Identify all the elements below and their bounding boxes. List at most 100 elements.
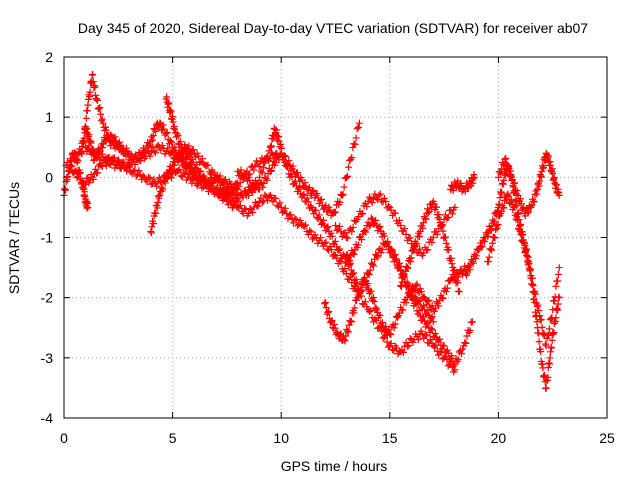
- series-track-10: [212, 185, 459, 376]
- data-point: [449, 187, 457, 195]
- data-point: [336, 198, 344, 206]
- data-point: [448, 260, 456, 268]
- data-point: [366, 221, 374, 229]
- data-point: [63, 158, 71, 166]
- data-point: [507, 172, 515, 180]
- data-point: [428, 326, 436, 334]
- data-point: [224, 184, 232, 192]
- data-point: [350, 140, 358, 148]
- data-point: [532, 187, 540, 195]
- data-point: [402, 299, 410, 307]
- data-point: [462, 339, 470, 347]
- data-point: [507, 195, 515, 203]
- data-point: [255, 185, 263, 193]
- data-point: [99, 144, 107, 152]
- data-point: [383, 338, 391, 346]
- data-point: [328, 232, 336, 240]
- data-point: [368, 199, 376, 207]
- data-point: [548, 314, 556, 322]
- data-point: [350, 269, 358, 277]
- data-point: [171, 143, 179, 151]
- data-point: [555, 264, 563, 272]
- data-point: [209, 180, 217, 188]
- data-point: [525, 260, 533, 268]
- data-point: [264, 154, 272, 162]
- data-point: [393, 344, 401, 352]
- data-point: [296, 183, 304, 191]
- data-point: [327, 246, 335, 254]
- data-point: [312, 206, 320, 214]
- data-point: [445, 246, 453, 254]
- data-point: [497, 170, 505, 178]
- data-point: [526, 266, 534, 274]
- data-point: [284, 214, 292, 222]
- data-point: [491, 234, 499, 242]
- data-point: [471, 173, 479, 181]
- data-point: [171, 125, 179, 133]
- data-point: [217, 179, 225, 187]
- data-point: [387, 330, 395, 338]
- data-point: [421, 331, 429, 339]
- data-point: [389, 346, 397, 354]
- data-point: [340, 336, 348, 344]
- data-point: [272, 194, 280, 202]
- data-point: [304, 185, 312, 193]
- data-point: [367, 307, 375, 315]
- data-point: [541, 340, 549, 348]
- data-point: [332, 208, 339, 216]
- y-tick-label: 1: [45, 109, 53, 125]
- data-point: [394, 261, 402, 269]
- series-track-8: [234, 119, 363, 219]
- data-point: [416, 312, 424, 320]
- data-point: [176, 166, 184, 174]
- y-axis-label: SDTVAR / TECUs: [6, 182, 22, 294]
- data-point: [255, 163, 263, 171]
- data-point: [542, 384, 550, 392]
- data-point: [185, 151, 193, 159]
- data-point: [440, 234, 448, 242]
- data-point: [432, 298, 440, 306]
- data-point: [537, 316, 545, 324]
- data-point: [137, 157, 145, 165]
- data-point: [548, 344, 556, 352]
- data-point: [428, 238, 436, 246]
- data-point: [216, 186, 224, 194]
- data-point: [523, 252, 531, 260]
- y-tick-label: 2: [45, 49, 53, 65]
- data-point: [428, 313, 436, 321]
- data-point: [438, 221, 446, 229]
- data-point: [139, 172, 147, 180]
- data-point: [399, 348, 407, 356]
- data-point: [98, 115, 106, 123]
- data-point: [551, 293, 559, 301]
- data-point: [443, 215, 451, 223]
- data-point: [367, 287, 375, 295]
- data-point: [192, 161, 200, 169]
- data-point: [332, 221, 339, 229]
- data-point: [280, 152, 288, 160]
- data-point: [422, 332, 430, 340]
- data-point: [148, 133, 156, 141]
- data-point: [170, 161, 178, 169]
- data-point: [325, 203, 333, 211]
- data-point: [403, 342, 411, 350]
- data-point: [276, 199, 284, 207]
- data-point: [300, 190, 308, 198]
- data-point: [485, 253, 493, 261]
- data-point: [123, 147, 131, 155]
- y-tick-label: -4: [41, 410, 54, 426]
- series-track-12: [332, 190, 459, 260]
- data-point: [330, 320, 338, 328]
- data-point: [499, 160, 507, 168]
- data-point: [461, 339, 469, 347]
- data-point: [138, 151, 146, 159]
- data-point: [239, 174, 247, 182]
- data-point: [228, 185, 236, 193]
- data-point: [337, 257, 345, 265]
- data-point: [454, 273, 462, 281]
- data-point: [409, 247, 417, 255]
- data-point: [306, 227, 314, 235]
- data-point: [356, 286, 364, 294]
- data-point: [525, 208, 533, 216]
- data-point: [481, 238, 489, 246]
